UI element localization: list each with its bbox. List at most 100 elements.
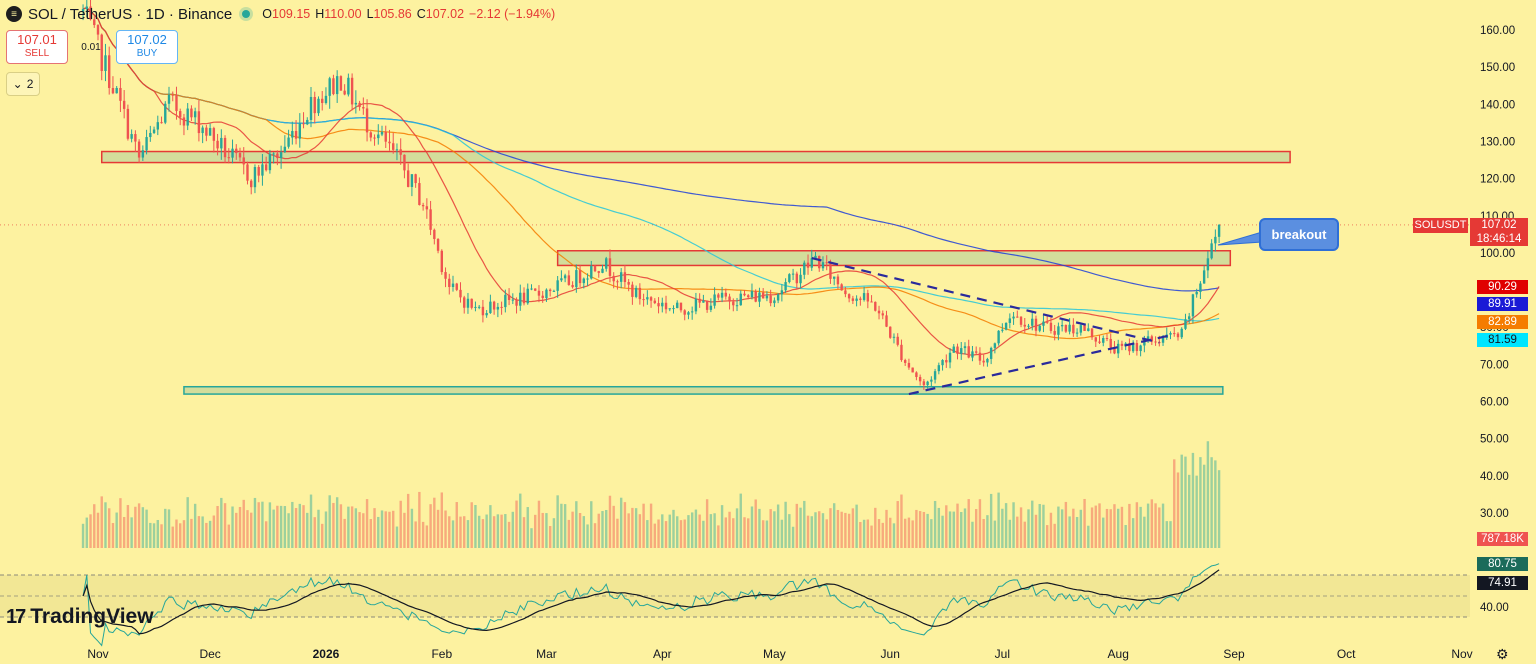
close-value: 107.02 <box>425 7 465 21</box>
last-price-value: 107.02 <box>1481 219 1517 231</box>
volume-bar <box>339 504 343 548</box>
volume-bar <box>911 520 914 548</box>
volume-bar <box>1124 525 1127 548</box>
candle-body <box>1169 333 1172 335</box>
candle-body <box>358 102 361 108</box>
volume-bar <box>1102 517 1105 548</box>
candle-body <box>1116 343 1120 354</box>
volume-bar <box>560 503 563 548</box>
volume-bar <box>1087 525 1090 548</box>
volume-bar <box>354 508 358 548</box>
volume-bar <box>989 493 993 548</box>
volume-bar <box>1195 475 1198 548</box>
volume-bar <box>489 505 492 548</box>
candle-body <box>818 255 821 269</box>
candle-body <box>332 78 335 95</box>
candle-body <box>997 330 1000 344</box>
chart-header: ≡ SOL / TetherUS · 1D · Binance O109.15 … <box>6 4 555 24</box>
volume-bar <box>616 518 619 548</box>
candle-body <box>175 94 178 112</box>
volume-bar <box>1214 460 1217 548</box>
volume-bar <box>287 513 290 548</box>
candle-body <box>261 164 264 176</box>
candle-body <box>1188 316 1191 320</box>
candle-body <box>85 6 88 9</box>
candle-body <box>784 282 787 291</box>
volume-bar <box>193 503 197 548</box>
volume-bar <box>776 504 780 548</box>
candle-body <box>1019 316 1023 325</box>
gear-icon[interactable]: ⚙ <box>1496 646 1509 662</box>
candle-body <box>414 174 417 184</box>
volume-bar <box>649 503 653 548</box>
price-tick-label: 130.00 <box>1480 136 1515 148</box>
volume-bar <box>164 508 167 548</box>
symbol-title[interactable]: SOL / TetherUS · 1D · Binance <box>28 5 233 23</box>
price-tick-label: 100.00 <box>1480 248 1515 260</box>
breakout-label: breakout <box>1271 227 1327 242</box>
candle-body <box>683 310 686 315</box>
candle-body <box>728 296 731 302</box>
candle-body <box>803 262 806 275</box>
candle-body <box>862 293 866 300</box>
volume-bar <box>601 511 604 548</box>
candle-body <box>1120 343 1124 346</box>
volume-bar <box>552 518 556 548</box>
candle-body <box>769 295 772 304</box>
candle-body <box>257 167 260 176</box>
candle-body <box>605 258 608 269</box>
volume-bar <box>739 493 742 548</box>
candle-body <box>1202 270 1206 284</box>
candle-body <box>1210 243 1213 259</box>
volume-bar <box>754 499 757 548</box>
volume-bar <box>1049 512 1053 548</box>
candle-body <box>477 306 481 308</box>
volume-bar <box>264 521 268 548</box>
price-tick-label: 50.00 <box>1480 434 1509 446</box>
volume-bar <box>108 508 111 548</box>
volume-bar <box>1150 499 1154 548</box>
candle-body <box>1064 324 1068 332</box>
volume-bar <box>272 509 275 548</box>
candle-body <box>937 365 941 372</box>
candle-body <box>1090 328 1094 338</box>
volume-bar <box>1016 516 1019 548</box>
volume-bar <box>918 511 922 548</box>
volume-bar <box>1083 498 1086 548</box>
volume-bar <box>676 516 679 548</box>
volume-bar <box>877 519 881 548</box>
buy-button[interactable]: 107.02 BUY <box>116 30 178 64</box>
candle-body <box>735 305 739 307</box>
candle-body <box>246 164 249 181</box>
volume-bar <box>309 494 313 548</box>
rsi-ma-tag: 74.91 <box>1477 576 1528 590</box>
symbol-price-tag: SOLUSDT <box>1413 218 1468 233</box>
volume-bar <box>889 517 892 548</box>
buy-price: 107.02 <box>127 32 167 47</box>
volume-bar <box>993 520 997 548</box>
candle-body <box>608 258 612 276</box>
solana-icon: ≡ <box>6 6 22 22</box>
candle-body <box>93 19 96 26</box>
sell-button[interactable]: 107.01 SELL <box>6 30 68 64</box>
volume-bar <box>276 505 279 548</box>
candle-body <box>294 130 298 139</box>
volume-bar <box>634 508 638 548</box>
candle-body <box>915 372 918 377</box>
volume-bar <box>414 521 417 548</box>
volume-bar <box>694 509 698 548</box>
candle-body <box>642 299 645 301</box>
candle-body <box>1094 337 1097 342</box>
candle-body <box>507 294 511 300</box>
candle-body <box>182 117 186 126</box>
indicators-toggle[interactable]: ⌄ 2 <box>6 72 40 96</box>
candle-body <box>825 262 828 264</box>
sell-label: SELL <box>24 48 50 59</box>
candle-body <box>197 111 201 134</box>
tradingview-logo[interactable]: 17 TradingView <box>6 605 154 629</box>
candle-body <box>619 272 623 282</box>
candle-body <box>963 346 967 349</box>
moving-average-3 <box>82 7 1220 356</box>
volume-bar <box>119 498 122 548</box>
